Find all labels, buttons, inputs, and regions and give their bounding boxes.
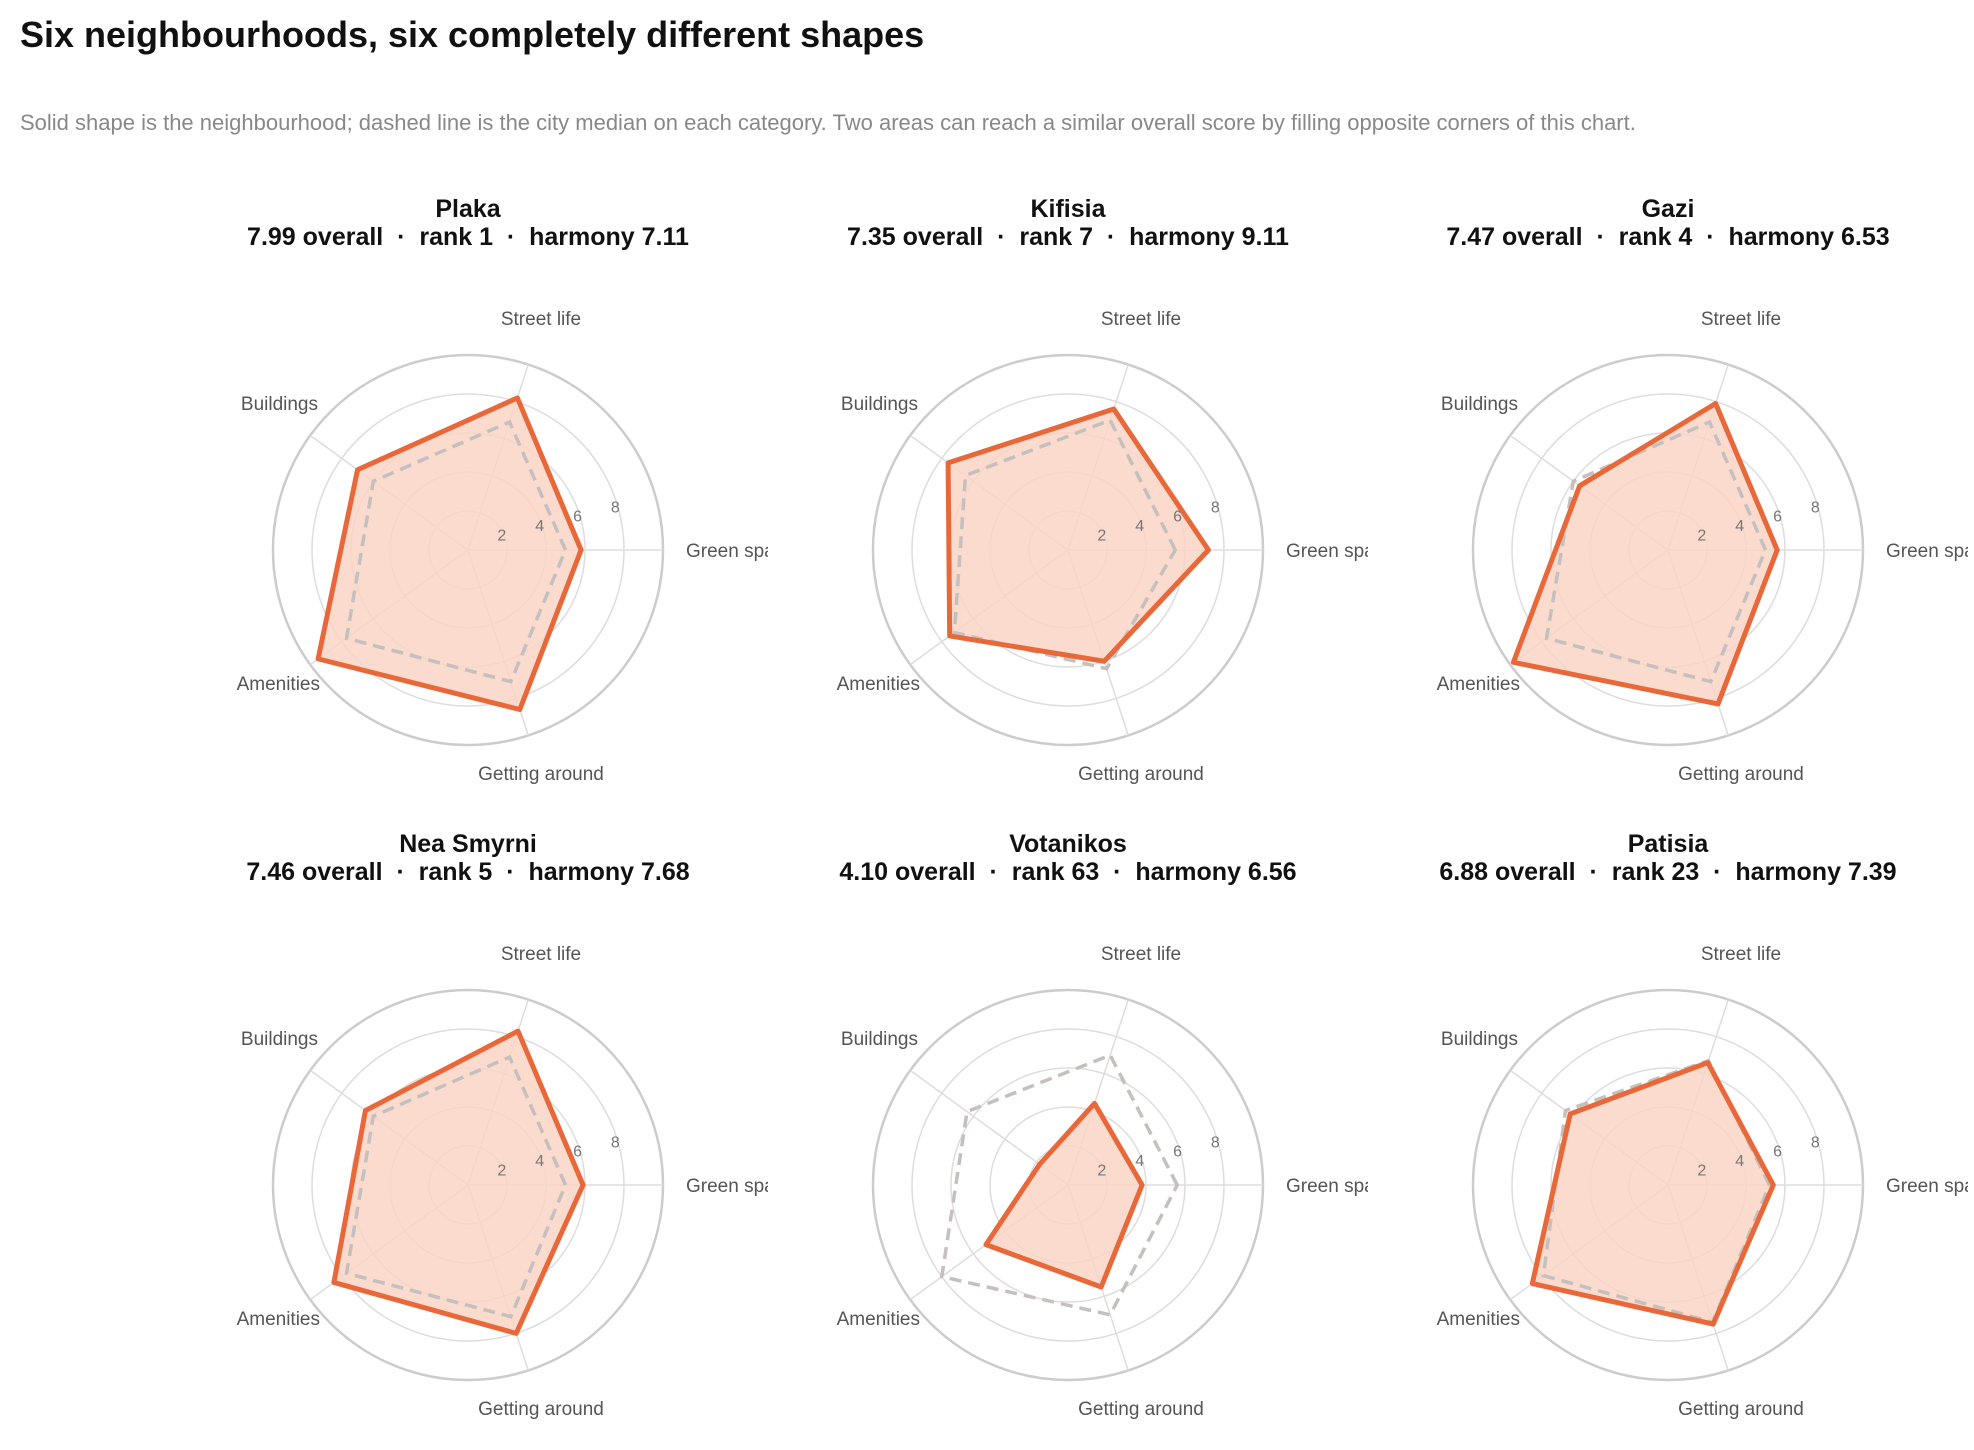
axis-label-green-space: Green space (1286, 1176, 1368, 1197)
median-line (1544, 419, 1768, 684)
tick-label: 2 (1697, 1163, 1706, 1180)
axis-label-amenities: Amenities (237, 674, 320, 695)
tick-label: 4 (1135, 1153, 1144, 1170)
radar-chart: 2 4 6 8 Green space Street life Buildings Ameni… (837, 309, 1368, 785)
axis-label-amenities: Amenities (1437, 1309, 1520, 1330)
axis-label-green-space: Green space (686, 1176, 768, 1197)
radar-grid: Plaka 7.99 overall · rank 1 · harmony 7.1… (168, 195, 1968, 1420)
radar-chart: 2 4 6 8 Green space Street life Buildings Ameni… (1437, 944, 1968, 1420)
panel-summary: 6.88 overall · rank 23 · harmony 7.39 (1439, 858, 1897, 886)
axis-label-street-life: Street life (1701, 309, 1781, 330)
panel-summary: 7.99 overall · rank 1 · harmony 7.11 (247, 223, 689, 251)
panel-summary: 7.46 overall · rank 5 · harmony 7.68 (246, 858, 690, 886)
neighbourhood-outline (945, 406, 1211, 664)
radar-panel-gazi: Gazi 7.47 overall · rank 4 · harmony 6.53… (1368, 195, 1968, 815)
tick-label: 8 (611, 1134, 620, 1151)
tick-label: 6 (573, 1144, 582, 1161)
axis-label-buildings: Buildings (241, 1029, 318, 1050)
neighbourhood-area (1513, 403, 1778, 704)
panel-title: Plaka (435, 195, 501, 223)
neighbourhood-area (948, 409, 1209, 662)
radar-chart: 2 4 6 8 Green space Street life Buildings Ameni… (837, 944, 1368, 1420)
panel-title: Patisia (1627, 830, 1709, 858)
panel-summary: 7.35 overall · rank 7 · harmony 9.11 (847, 223, 1289, 251)
panel-title: Gazi (1641, 195, 1695, 223)
radar-chart: 2 4 6 8 Green space Street life Buildings Ameni… (1437, 309, 1968, 785)
axis-label-buildings: Buildings (1441, 394, 1518, 415)
axis-label-street-life: Street life (501, 944, 581, 965)
axis-label-amenities: Amenities (1437, 674, 1520, 695)
axis-label-street-life: Street life (1701, 944, 1781, 965)
neighbourhood-area (985, 1103, 1143, 1288)
median-line (344, 419, 568, 684)
axis-label-green-space: Green space (1286, 541, 1368, 562)
axis-label-amenities: Amenities (837, 1309, 920, 1330)
axis-label-buildings: Buildings (841, 394, 918, 415)
neighbourhood-area (1532, 1062, 1774, 1325)
radar-panel-nea-smyrni: Nea Smyrni 7.46 overall · rank 5 · harmon… (168, 830, 768, 1450)
axis-label-getting-around: Getting around (1078, 764, 1204, 785)
axis-label-green-space: Green space (686, 541, 768, 562)
axis-label-green-space: Green space (1886, 541, 1968, 562)
neighbourhood-outline (315, 395, 584, 712)
tick-label: 6 (1773, 1144, 1782, 1161)
radar-panel-plaka: Plaka 7.99 overall · rank 1 · harmony 7.1… (168, 195, 768, 815)
tick-label: 6 (1773, 509, 1782, 526)
tick-label: 4 (535, 1153, 544, 1170)
page-title: Six neighbourhoods, six completely diffe… (20, 14, 925, 55)
axis-label-amenities: Amenities (837, 674, 920, 695)
tick-label: 8 (1211, 1134, 1220, 1151)
tick-label: 6 (1173, 509, 1182, 526)
neighbourhood-area (333, 1031, 584, 1334)
axis-label-street-life: Street life (1101, 944, 1181, 965)
tick-label: 4 (1735, 518, 1744, 535)
axis-label-amenities: Amenities (237, 1309, 320, 1330)
page-subtitle: Solid shape is the neighbourhood; dashed… (20, 110, 1636, 135)
axis-label-buildings: Buildings (241, 394, 318, 415)
neighbourhood-outline (983, 1100, 1145, 1290)
tick-label: 4 (535, 518, 544, 535)
axis-label-green-space: Green space (1886, 1176, 1968, 1197)
radar-chart: 2 4 6 8 Green space Street life Buildings Ameni… (237, 309, 768, 785)
axis-label-buildings: Buildings (841, 1029, 918, 1050)
tick-label: 8 (1811, 1134, 1820, 1151)
panel-title: Kifisia (1030, 195, 1106, 223)
axis-label-street-life: Street life (1101, 309, 1181, 330)
radar-panel-kifisia: Kifisia 7.35 overall · rank 7 · harmony 9… (768, 195, 1368, 815)
axis-label-buildings: Buildings (1441, 1029, 1518, 1050)
neighbourhood-area (318, 397, 582, 710)
panel-title: Nea Smyrni (399, 830, 537, 858)
tick-label: 2 (1697, 528, 1706, 545)
axis-label-street-life: Street life (501, 309, 581, 330)
axis-label-getting-around: Getting around (1678, 1399, 1804, 1420)
tick-label: 2 (1097, 1163, 1106, 1180)
tick-label: 4 (1135, 518, 1144, 535)
radar-panel-patisia: Patisia 6.88 overall · rank 23 · harmony … (1368, 830, 1968, 1450)
axis-label-getting-around: Getting around (1078, 1399, 1204, 1420)
radar-panel-votanikos: Votanikos 4.10 overall · rank 63 · harmon… (768, 830, 1368, 1450)
tick-label: 6 (573, 509, 582, 526)
tick-label: 2 (1097, 528, 1106, 545)
axis-label-getting-around: Getting around (478, 764, 604, 785)
tick-label: 8 (1811, 499, 1820, 516)
tick-label: 4 (1735, 1153, 1744, 1170)
panel-title: Votanikos (1009, 830, 1127, 858)
median-line (939, 1052, 1180, 1317)
axis-label-getting-around: Getting around (478, 1399, 604, 1420)
median-line (344, 1054, 568, 1319)
tick-label: 8 (1211, 499, 1220, 516)
panel-summary: 7.47 overall · rank 4 · harmony 6.53 (1446, 223, 1890, 251)
radar-chart: 2 4 6 8 Green space Street life Buildings Ameni… (237, 944, 768, 1420)
panel-summary: 4.10 overall · rank 63 · harmony 6.56 (839, 858, 1297, 886)
neighbourhood-outline (331, 1028, 586, 1336)
axis-label-getting-around: Getting around (1678, 764, 1804, 785)
neighbourhood-outline (1529, 1060, 1776, 1327)
neighbourhood-outline (1510, 400, 1780, 707)
tick-label: 2 (497, 1163, 506, 1180)
tick-label: 8 (611, 499, 620, 516)
tick-label: 6 (1173, 1144, 1182, 1161)
tick-label: 2 (497, 528, 506, 545)
